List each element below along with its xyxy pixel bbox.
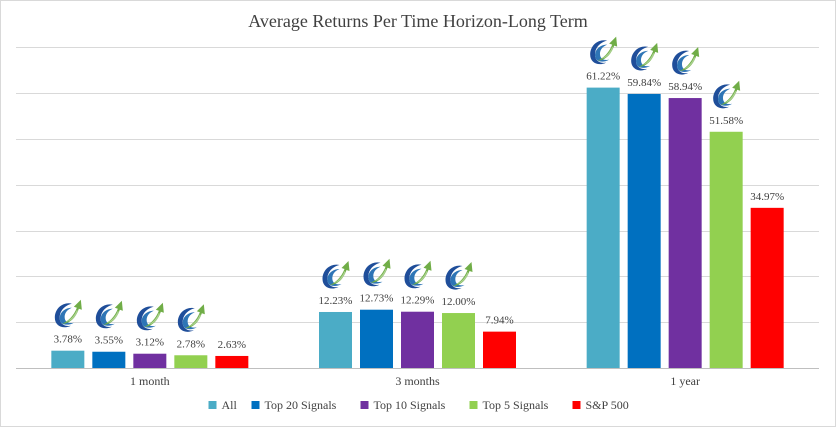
- data-label: 51.58%: [709, 115, 743, 127]
- rising-arrow-logo-icon: [404, 260, 432, 289]
- legend-swatch: [208, 401, 217, 409]
- category-label: 1 year: [670, 374, 700, 388]
- bar: [709, 131, 743, 368]
- rising-arrow-logo-icon: [631, 42, 659, 71]
- rising-arrow-logo-icon: [136, 302, 164, 331]
- legend-item: Top 10 Signals: [360, 398, 446, 412]
- legend-label: Top 5 Signals: [483, 398, 549, 412]
- bar: [586, 87, 620, 368]
- bar: [627, 93, 661, 368]
- legend-swatch: [572, 401, 581, 409]
- bar: [51, 350, 85, 368]
- bars: [51, 87, 784, 368]
- rising-arrow-logo-icon: [95, 300, 123, 329]
- rising-arrow-logo-icon: [177, 304, 205, 332]
- bar: [215, 355, 249, 368]
- data-label: 12.29%: [401, 295, 435, 307]
- legend-swatch: [360, 401, 369, 409]
- bar: [360, 309, 393, 368]
- rising-arrow-logo-icon: [590, 36, 618, 65]
- data-label: 12.73%: [360, 293, 394, 305]
- data-label: 3.12%: [136, 337, 164, 349]
- data-label: 59.84%: [627, 77, 661, 89]
- data-label: 3.55%: [95, 335, 123, 347]
- rising-arrow-logo-icon: [54, 299, 82, 328]
- bar: [442, 313, 475, 368]
- bar: [92, 351, 126, 368]
- bar: [401, 311, 434, 368]
- legend-label: Top 10 Signals: [374, 398, 446, 412]
- legend-swatch: [469, 401, 478, 409]
- data-label: 2.63%: [218, 339, 246, 351]
- signal-icons: [54, 36, 741, 332]
- data-label: 12.23%: [319, 295, 353, 307]
- legend-item: All: [208, 398, 238, 412]
- bar: [750, 207, 784, 368]
- data-label: 7.94%: [485, 315, 513, 327]
- bar: [133, 353, 167, 368]
- data-label: 58.94%: [668, 81, 702, 93]
- data-labels: 3.78% 3.55% 3.12% 2.78% 2.63% 12.23% 12.73% 12.…: [54, 71, 785, 351]
- legend-label: All: [222, 398, 238, 412]
- bar: [174, 355, 208, 368]
- category-labels: 1 month 3 months 1 year: [130, 374, 700, 388]
- rising-arrow-logo-icon: [445, 262, 473, 290]
- legend-label: Top 20 Signals: [265, 398, 337, 412]
- data-label: 3.78%: [54, 334, 82, 346]
- bar: [668, 98, 702, 368]
- rising-arrow-logo-icon: [713, 80, 741, 109]
- data-label: 12.00%: [442, 296, 476, 308]
- legend-item: Top 5 Signals: [469, 398, 549, 412]
- data-label: 61.22%: [586, 71, 620, 83]
- legend-item: Top 20 Signals: [251, 398, 337, 412]
- data-label: 2.78%: [177, 338, 205, 350]
- legend-item: S&P 500: [572, 398, 629, 412]
- category-label: 1 month: [130, 374, 170, 388]
- bar: [483, 331, 516, 368]
- category-label: 3 months: [395, 374, 440, 388]
- rising-arrow-logo-icon: [363, 258, 391, 287]
- rising-arrow-logo-icon: [322, 260, 350, 289]
- legend: All Top 20 Signals Top 10 Signals Top 5 Sig…: [208, 398, 629, 412]
- bar: [319, 311, 352, 368]
- chart-title: Average Returns Per Time Horizon-Long Te…: [248, 11, 588, 31]
- legend-label: S&P 500: [586, 398, 629, 412]
- data-label: 34.97%: [750, 191, 784, 203]
- rising-arrow-logo-icon: [672, 47, 700, 75]
- legend-swatch: [251, 401, 260, 409]
